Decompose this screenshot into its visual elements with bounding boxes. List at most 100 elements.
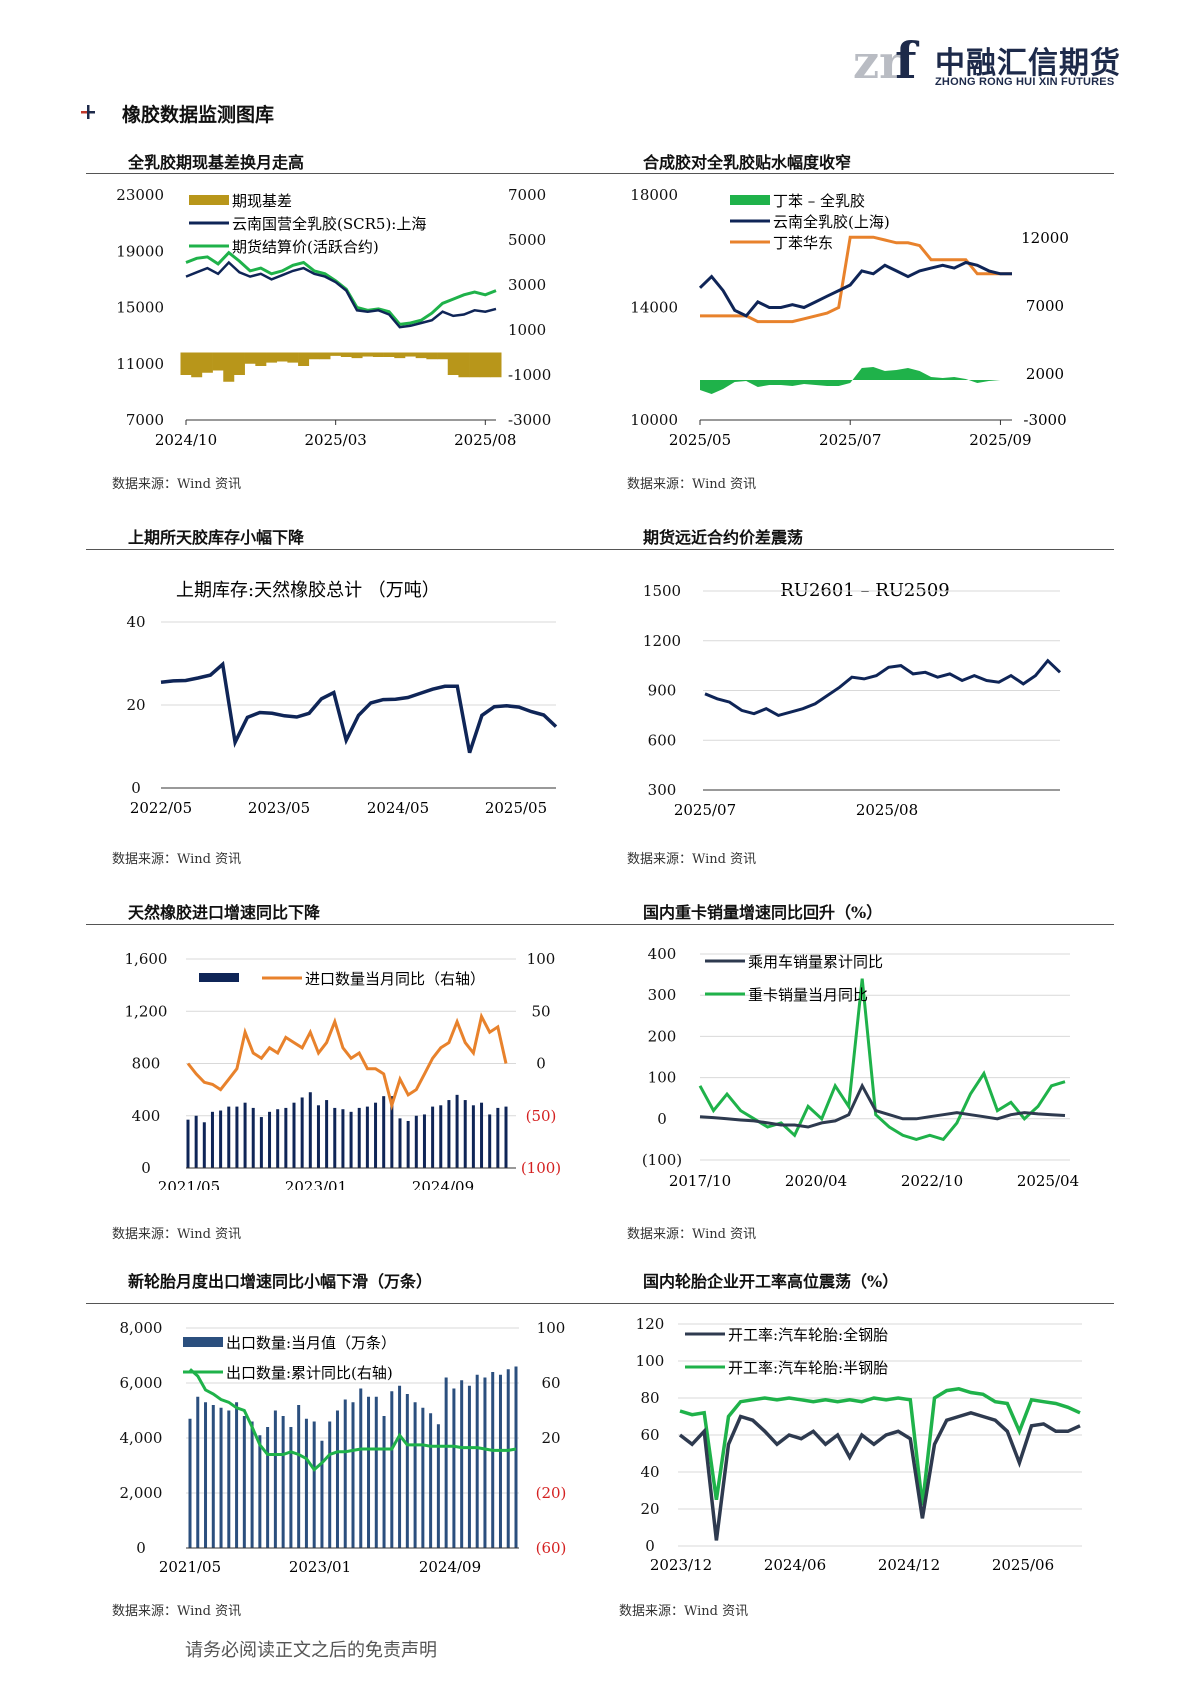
import-volume-bar: [504, 1106, 508, 1168]
basis-bar: [415, 352, 427, 359]
basis-bar: [469, 352, 481, 378]
yunnan-rubber-line: [698, 260, 1012, 318]
y-tick-label: (100): [521, 1159, 561, 1177]
export-cumulative-yoy-line: [189, 1368, 517, 1472]
legend-label: 丁苯 – 全乳胶: [773, 192, 865, 210]
all-steel-rate-line: [678, 1410, 1081, 1541]
import-volume-bar: [251, 1107, 255, 1168]
x-tick-label: 2025/08: [454, 431, 516, 449]
import-volume-bar: [414, 1115, 418, 1168]
legend-label: 出口数量:累计同比(右轴): [226, 1364, 393, 1382]
y-tick-label: 12000: [1021, 229, 1069, 247]
basis-bar: [426, 352, 438, 360]
export-volume-bar: [491, 1372, 495, 1548]
basis-bar: [479, 352, 491, 378]
basis-bar: [490, 352, 502, 378]
y-tick-label: 1500: [643, 582, 681, 600]
export-volume-bar: [328, 1421, 332, 1548]
y-tick-label: 10000: [630, 411, 678, 429]
x-tick-label: 2021/05: [158, 1178, 220, 1190]
import-volume-bar: [202, 1122, 206, 1168]
import-volume-bar: [365, 1106, 369, 1168]
basis-bar: [372, 352, 384, 357]
import-volume-bar: [382, 1096, 386, 1168]
section-bullet-icon: [81, 105, 95, 119]
export-volume-bar: [188, 1418, 192, 1548]
basis-bar: [362, 352, 374, 357]
import-volume-bar: [463, 1100, 467, 1168]
spot-price-line: [185, 260, 497, 329]
y-tick-label: 0: [141, 1159, 151, 1177]
source-note: 数据来源：Wind 资讯: [112, 852, 242, 867]
export-volume-bar: [514, 1366, 518, 1548]
logo-text-cn: 中融汇信期货: [935, 46, 1121, 81]
legend-label: 出口数量:当月值（万条）: [226, 1334, 396, 1352]
export-volume-bar: [498, 1374, 502, 1548]
legend-label: 期现基差: [232, 192, 292, 210]
chart-c3: 上期库存:天然橡胶总计 （万吨） 40 20 0 2022/05 2023/05 2024/…: [126, 580, 558, 817]
export-volume-bar: [227, 1410, 231, 1548]
x-tick-label: 2025/05: [485, 799, 547, 817]
x-tick-label: 2025/03: [304, 431, 366, 449]
inventory-line: [160, 660, 558, 754]
export-volume-bar: [452, 1388, 456, 1548]
semi-steel-rate-line: [679, 1387, 1081, 1506]
sbr-east-china-line: [700, 235, 1012, 324]
basis-bar: [244, 352, 256, 364]
disclaimer-footer: 请务必阅读正文之后的免责声明: [185, 1640, 437, 1661]
basis-bar: [308, 352, 320, 360]
y-tick-label: 800: [132, 1055, 161, 1073]
legend-swatch: [199, 973, 239, 982]
y-tick-label: 0: [536, 1055, 546, 1073]
source-note: 数据来源：Wind 资讯: [627, 477, 757, 492]
chart-c2: 18000 14000 10000 12000 7000 2000 -3000 2025/05…: [630, 186, 1069, 449]
y-tick-label: 2,000: [120, 1484, 163, 1502]
import-volume-bar: [455, 1094, 459, 1168]
basis-bar: [276, 352, 288, 362]
x-tick-label: 2023/01: [285, 1178, 347, 1190]
import-volume-bar: [406, 1120, 410, 1168]
import-volume-bar: [292, 1102, 296, 1168]
y-tick-label: 1000: [508, 321, 546, 339]
y-tick-label: 300: [648, 986, 677, 1004]
legend-label: 乘用车销量累计同比: [748, 953, 883, 971]
basis-bar: [191, 352, 203, 378]
y-tick-label: 0: [645, 1537, 655, 1555]
export-volume-bar: [258, 1435, 262, 1548]
x-tick-label: 2023/01: [289, 1558, 351, 1576]
y-tick-label: 900: [648, 682, 677, 700]
legend-swatch: [189, 195, 229, 205]
chart-title-c4: 期货远近合约价差震荡: [643, 528, 804, 547]
y-tick-label: (20): [536, 1484, 566, 1502]
import-volume-bar: [357, 1107, 361, 1168]
basis-bar: [298, 352, 310, 366]
y-tick-label: 100: [527, 950, 556, 968]
contract-spread-line: [704, 658, 1062, 718]
y-tick-label: 100: [537, 1319, 566, 1337]
legend-label: 开工率:汽车轮胎:全钢胎: [728, 1326, 888, 1344]
y-tick-label: 400: [648, 945, 677, 963]
import-volume-bar: [390, 1096, 394, 1168]
x-tick-label: 2024/12: [878, 1556, 940, 1574]
x-tick-label: 2025/07: [819, 431, 881, 449]
divider: [86, 173, 1114, 174]
import-volume-bar: [186, 1119, 190, 1168]
y-tick-label: (60): [536, 1539, 566, 1557]
export-volume-bar: [390, 1391, 394, 1548]
chart-title-c7: 新轮胎月度出口增速同比小幅下滑（万条）: [128, 1272, 433, 1291]
import-volume-bar: [259, 1117, 263, 1168]
y-tick-label: 300: [648, 781, 677, 799]
y-tick-label: 40: [640, 1463, 659, 1481]
import-yoy-line: [186, 1012, 508, 1111]
y-tick-label: 7000: [1026, 297, 1064, 315]
y-tick-label: 20: [541, 1429, 560, 1447]
import-volume-bar: [480, 1102, 484, 1168]
source-note: 数据来源：Wind 资讯: [627, 852, 757, 867]
y-tick-label: 600: [648, 731, 677, 749]
x-tick-label: 2025/08: [856, 801, 918, 819]
y-tick-label: 0: [131, 779, 141, 797]
import-volume-bar: [325, 1100, 329, 1168]
svg-text:f: f: [895, 31, 920, 86]
import-volume-bar: [316, 1105, 320, 1168]
export-volume-bar: [436, 1424, 440, 1548]
